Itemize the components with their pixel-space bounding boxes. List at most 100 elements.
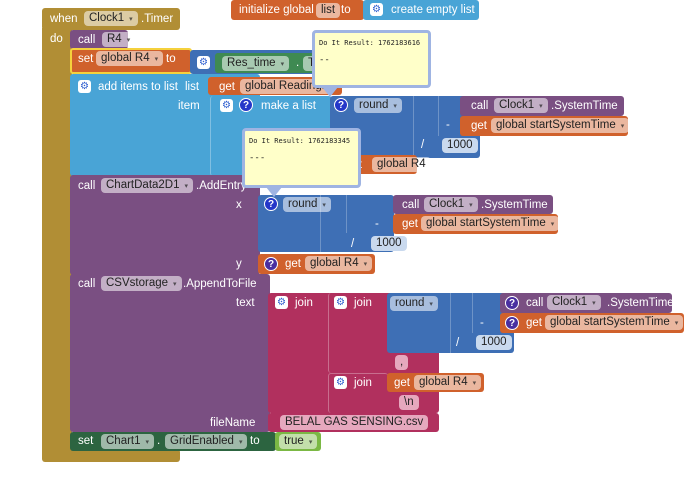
help-icon[interactable]: ? — [264, 197, 278, 211]
dot-label: . — [296, 57, 300, 69]
op-name: round — [359, 99, 389, 111]
gear-icon[interactable]: ⚙ — [334, 296, 347, 309]
set-label: set — [78, 435, 94, 447]
to-label: to — [341, 4, 351, 16]
var-dropdown[interactable]: global startSystemTime ▾ — [421, 216, 560, 231]
do-label: do — [50, 33, 63, 45]
help-icon[interactable]: ? — [505, 316, 519, 330]
get-label: get — [285, 258, 301, 270]
var-name: global startSystemTime — [496, 119, 616, 131]
chevron-down-icon: ▾ — [129, 16, 133, 23]
csv-dropdown[interactable]: CSVstorage ▾ — [101, 276, 182, 291]
method-label: .AppendToFile — [183, 278, 257, 290]
number-field[interactable]: 1000 — [442, 138, 478, 153]
help-icon[interactable]: ? — [264, 257, 278, 271]
y-label: y — [236, 258, 242, 270]
init-global-label: initialize global — [239, 4, 314, 16]
clock-dropdown[interactable]: Clock1 ▾ — [84, 11, 138, 26]
var-dropdown[interactable]: global startSystemTime ▾ — [545, 315, 684, 330]
tooltip-tail — [322, 87, 338, 97]
proc-dropdown[interactable]: R4 ▾ — [102, 32, 136, 47]
clock-dropdown[interactable]: Clock1 ▾ — [547, 295, 601, 310]
component-name: Res_time — [227, 57, 276, 69]
component-name: CSVstorage — [106, 277, 169, 289]
clock-dropdown[interactable]: Clock1 ▾ — [494, 98, 548, 113]
chart-data-dropdown[interactable]: ChartData2D1 ▾ — [101, 178, 194, 193]
divide-label: / — [351, 238, 355, 250]
gear-icon[interactable]: ⚙ — [78, 80, 91, 93]
chevron-down-icon: ▾ — [539, 103, 543, 110]
filename-field[interactable]: BELAL GAS SENSING.csv — [280, 415, 429, 430]
var-name: global R4 — [310, 257, 359, 269]
chevron-down-icon: ▾ — [550, 221, 555, 228]
chevron-down-icon: ▾ — [674, 320, 679, 327]
add-items-label: add items to list — [98, 81, 178, 93]
minus-label: - — [480, 317, 484, 329]
res-time-dropdown[interactable]: Res_time ▾ — [222, 56, 290, 71]
text-label: text — [236, 297, 255, 309]
gear-icon[interactable]: ⚙ — [370, 3, 383, 16]
number-field[interactable]: 1000 — [371, 236, 407, 251]
do-it-result-tooltip-1: Do It Result: 1762183616 -- — [312, 30, 431, 88]
event-body — [42, 28, 72, 458]
csv-append-block[interactable] — [70, 274, 270, 432]
chevron-down-icon: ▾ — [592, 300, 596, 307]
comma-text-field[interactable]: , — [395, 355, 409, 370]
chevron-down-icon: ▾ — [393, 103, 397, 110]
global-name-field[interactable]: list — [316, 3, 341, 18]
chevron-down-icon: ▾ — [322, 202, 326, 209]
component-name: ChartData2D1 — [106, 179, 180, 191]
call-label: call — [471, 100, 489, 112]
boolean-value: true — [284, 435, 304, 447]
chevron-down-icon: ▾ — [620, 123, 625, 130]
clock-dropdown[interactable]: Clock1 ▾ — [424, 197, 478, 212]
method-label: .SystemTime — [551, 100, 618, 112]
round-dropdown[interactable]: round ▾ — [283, 197, 331, 212]
var-name: global startSystemTime — [550, 316, 670, 328]
chevron-down-icon: ▾ — [469, 202, 473, 209]
proc-name: R4 — [107, 33, 122, 45]
var-dropdown[interactable]: global Readings — [240, 79, 333, 94]
property-dropdown[interactable]: GridEnabled ▾ — [165, 434, 248, 449]
op-name: round — [288, 198, 318, 210]
chevron-down-icon: ▾ — [472, 380, 477, 387]
gear-icon[interactable]: ⚙ — [334, 376, 347, 389]
clock-name: Clock1 — [429, 198, 465, 210]
minus-label: - — [375, 218, 379, 230]
gear-icon[interactable]: ⚙ — [197, 56, 210, 69]
var-name: global R4 — [419, 376, 468, 388]
tooltip-result: Do It Result: 1762183616 — [319, 39, 421, 47]
var-dropdown[interactable]: global R4 ▾ — [305, 256, 373, 271]
round-dropdown[interactable]: round ▾ — [390, 296, 438, 311]
chevron-down-icon: ▾ — [145, 439, 150, 446]
method-label: .SystemTime — [607, 297, 674, 309]
filename-label: fileName — [210, 417, 256, 429]
var-dropdown[interactable]: global startSystemTime ▾ — [491, 118, 630, 133]
chevron-down-icon: ▾ — [238, 439, 243, 446]
gear-icon[interactable]: ⚙ — [275, 296, 288, 309]
event-name: .Timer — [141, 13, 174, 25]
boolean-dropdown[interactable]: true ▾ — [279, 434, 318, 449]
when-label: when — [50, 13, 78, 25]
create-empty-list-block[interactable] — [363, 0, 479, 20]
help-icon[interactable]: ? — [505, 296, 519, 310]
op-name: round — [395, 297, 425, 309]
gear-icon[interactable]: ⚙ — [220, 99, 233, 112]
help-icon[interactable]: ? — [334, 98, 348, 112]
chart-dropdown[interactable]: Chart1 ▾ — [101, 434, 155, 449]
newline-text-field[interactable]: \n — [399, 395, 419, 410]
number-field[interactable]: 1000 — [476, 335, 512, 350]
component-name: Chart1 — [106, 435, 141, 447]
get-label: get — [219, 81, 235, 93]
var-name: global R4 — [101, 52, 150, 64]
to-label: to — [166, 53, 176, 65]
var-dropdown[interactable]: global R4 — [372, 157, 431, 172]
create-empty-list-label: create empty list — [391, 4, 475, 16]
item-label: item — [178, 100, 200, 112]
round-dropdown[interactable]: round ▾ — [354, 98, 402, 113]
clock-name: Clock1 — [552, 296, 588, 308]
help-icon[interactable]: ? — [239, 98, 253, 112]
var-dropdown[interactable]: global R4 ▾ — [96, 51, 164, 66]
var-dropdown[interactable]: global R4 ▾ — [414, 375, 482, 390]
method-label: .SystemTime — [481, 199, 548, 211]
